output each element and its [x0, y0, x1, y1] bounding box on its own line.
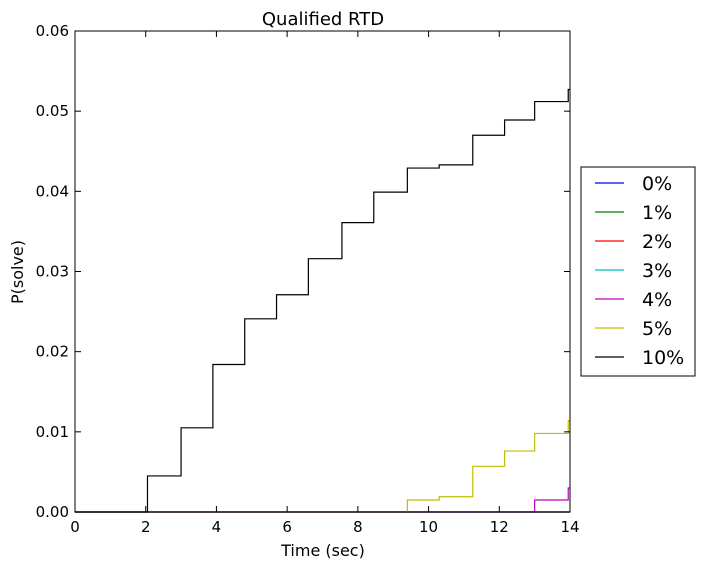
- x-tick-label: 2: [141, 518, 151, 536]
- y-tick-label: 0.05: [36, 102, 69, 120]
- series-line-4: [75, 487, 570, 513]
- series-line-5: [75, 420, 570, 513]
- x-tick-label: 10: [419, 518, 438, 536]
- x-tick-label: 14: [560, 518, 579, 536]
- y-tick-label: 0.01: [36, 423, 69, 441]
- legend-label: 1%: [642, 202, 672, 224]
- legend-label: 0%: [642, 173, 672, 195]
- y-tick-label: 0.03: [36, 263, 69, 281]
- y-tick-label: 0.00: [36, 503, 69, 521]
- x-tick-label: 4: [212, 518, 222, 536]
- series-line-6: [75, 88, 570, 513]
- y-tick-label: 0.02: [36, 343, 69, 361]
- x-tick-label: 12: [490, 518, 509, 536]
- y-axis-label: P(solve): [8, 240, 27, 304]
- x-tick-label: 6: [282, 518, 292, 536]
- x-tick-label: 8: [353, 518, 363, 536]
- plot-frame: [74, 30, 571, 513]
- legend-box: [580, 166, 696, 377]
- y-tick-label: 0.04: [36, 182, 69, 200]
- x-axis-label: Time (sec): [280, 541, 365, 560]
- x-tick-label: 0: [70, 518, 80, 536]
- legend-label: 2%: [642, 231, 672, 253]
- legend: 0% 1% 2% 3% 4% 5% 10%: [580, 166, 696, 377]
- legend-label: 4%: [642, 289, 672, 311]
- ticks-layer: 0 2 4 6 8 10 12 14 0.00 0.01 0.02 0.03 0.04 0.05 0.06: [36, 22, 580, 536]
- legend-label: 5%: [642, 318, 672, 340]
- y-tick-label: 0.06: [36, 22, 69, 40]
- legend-label: 3%: [642, 260, 672, 282]
- chart-title: Qualified RTD: [262, 9, 384, 30]
- series-layer: [75, 88, 570, 513]
- legend-label: 10%: [642, 347, 684, 369]
